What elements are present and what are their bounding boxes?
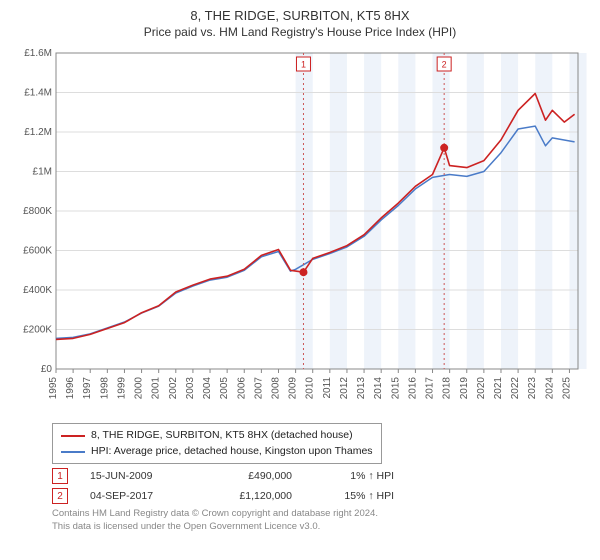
event-row-1: 2 04-SEP-2017 £1,120,000 15% ↑ HPI bbox=[52, 488, 588, 504]
svg-text:2006: 2006 bbox=[236, 376, 247, 399]
event-price-0: £490,000 bbox=[202, 470, 292, 482]
svg-text:2009: 2009 bbox=[288, 376, 299, 399]
svg-text:1995: 1995 bbox=[48, 376, 59, 399]
svg-text:2018: 2018 bbox=[442, 376, 453, 399]
legend-swatch-0 bbox=[61, 435, 85, 437]
svg-text:2000: 2000 bbox=[134, 376, 145, 399]
svg-text:2007: 2007 bbox=[253, 376, 264, 399]
svg-text:2021: 2021 bbox=[493, 376, 504, 399]
legend-swatch-1 bbox=[61, 451, 85, 453]
svg-text:1999: 1999 bbox=[116, 376, 127, 399]
events-list: 1 15-JUN-2009 £490,000 1% ↑ HPI 2 04-SEP… bbox=[52, 468, 588, 504]
page-container: 8, THE RIDGE, SURBITON, KT5 8HX Price pa… bbox=[0, 0, 600, 560]
svg-text:2004: 2004 bbox=[202, 376, 213, 399]
svg-text:1997: 1997 bbox=[82, 376, 93, 399]
svg-text:£400K: £400K bbox=[23, 285, 52, 296]
event-row-0: 1 15-JUN-2009 £490,000 1% ↑ HPI bbox=[52, 468, 588, 484]
event-hpi-1: 15% ↑ HPI bbox=[314, 490, 394, 502]
event-badge-1: 2 bbox=[52, 488, 68, 504]
svg-text:1998: 1998 bbox=[99, 376, 110, 399]
attribution-line1: Contains HM Land Registry data © Crown c… bbox=[52, 508, 588, 520]
svg-text:2014: 2014 bbox=[373, 376, 384, 399]
svg-text:2019: 2019 bbox=[459, 376, 470, 399]
event-date-0: 15-JUN-2009 bbox=[90, 470, 180, 482]
chart-title: 8, THE RIDGE, SURBITON, KT5 8HX bbox=[12, 8, 588, 25]
svg-text:£800K: £800K bbox=[23, 206, 52, 217]
svg-text:2024: 2024 bbox=[544, 376, 555, 399]
svg-text:£200K: £200K bbox=[23, 324, 52, 335]
svg-text:2025: 2025 bbox=[561, 376, 572, 399]
attribution-line2: This data is licensed under the Open Gov… bbox=[52, 521, 588, 533]
svg-text:2011: 2011 bbox=[322, 376, 333, 398]
chart-svg: £0 £200K £400K £600K £800K £1M £1.2M £1.4M £1.6M… bbox=[12, 47, 588, 417]
svg-text:2002: 2002 bbox=[168, 376, 179, 399]
legend-row-1: HPI: Average price, detached house, King… bbox=[61, 444, 373, 460]
svg-text:1996: 1996 bbox=[65, 376, 76, 399]
svg-text:2008: 2008 bbox=[270, 376, 281, 399]
svg-text:2: 2 bbox=[442, 59, 447, 69]
event-badge-0: 1 bbox=[52, 468, 68, 484]
legend-row-0: 8, THE RIDGE, SURBITON, KT5 8HX (detache… bbox=[61, 428, 373, 444]
svg-text:2023: 2023 bbox=[527, 376, 538, 399]
legend-box: 8, THE RIDGE, SURBITON, KT5 8HX (detache… bbox=[52, 423, 382, 465]
chart-subtitle: Price paid vs. HM Land Registry's House … bbox=[12, 25, 588, 39]
event-hpi-0: 1% ↑ HPI bbox=[314, 470, 394, 482]
svg-text:2016: 2016 bbox=[407, 376, 418, 399]
svg-text:£0: £0 bbox=[41, 364, 53, 375]
svg-text:2013: 2013 bbox=[356, 376, 367, 399]
svg-text:2022: 2022 bbox=[510, 376, 521, 399]
svg-text:2005: 2005 bbox=[219, 376, 230, 399]
svg-text:2015: 2015 bbox=[390, 376, 401, 399]
legend-label-1: HPI: Average price, detached house, King… bbox=[91, 444, 373, 460]
svg-text:£1.4M: £1.4M bbox=[24, 87, 52, 98]
chart-area: £0 £200K £400K £600K £800K £1M £1.2M £1.4M £1.6M… bbox=[12, 47, 588, 417]
svg-text:2017: 2017 bbox=[425, 376, 436, 399]
attribution: Contains HM Land Registry data © Crown c… bbox=[52, 508, 588, 533]
svg-text:£600K: £600K bbox=[23, 245, 52, 256]
event-price-1: £1,120,000 bbox=[202, 490, 292, 502]
svg-text:1: 1 bbox=[301, 59, 306, 69]
event-date-1: 04-SEP-2017 bbox=[90, 490, 180, 502]
svg-text:2003: 2003 bbox=[185, 376, 196, 399]
svg-text:2012: 2012 bbox=[339, 376, 350, 399]
svg-text:2010: 2010 bbox=[305, 376, 316, 399]
svg-text:£1.6M: £1.6M bbox=[24, 48, 52, 59]
svg-text:2020: 2020 bbox=[476, 376, 487, 399]
legend-label-0: 8, THE RIDGE, SURBITON, KT5 8HX (detache… bbox=[91, 428, 353, 444]
svg-text:£1M: £1M bbox=[33, 166, 52, 177]
svg-text:2001: 2001 bbox=[151, 376, 162, 399]
svg-text:£1.2M: £1.2M bbox=[24, 127, 52, 138]
